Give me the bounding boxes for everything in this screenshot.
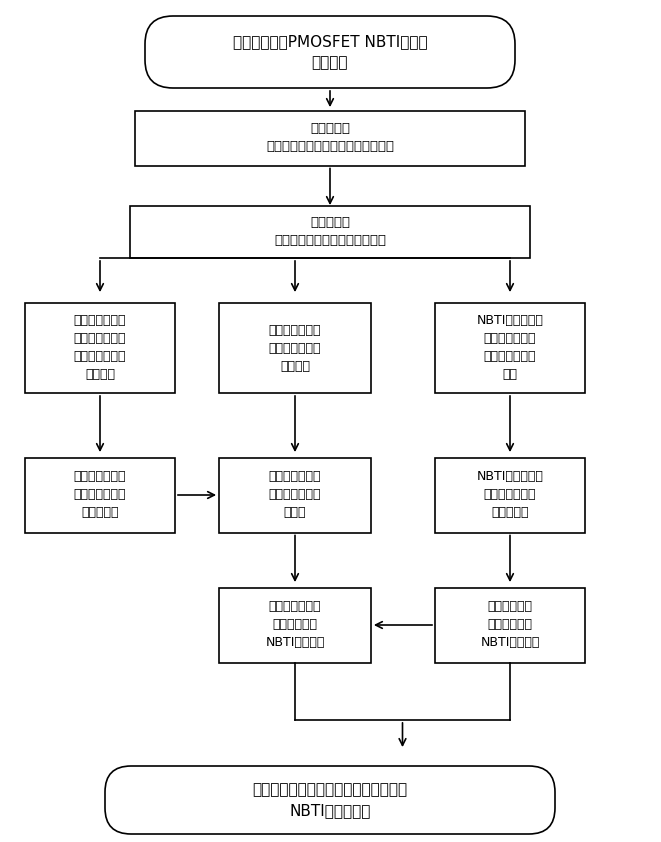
Text: 对比参数变化结果，确定总剂量辐照对
NBTI效应的影响: 对比参数变化结果，确定总剂量辐照对 NBTI效应的影响: [253, 782, 408, 818]
FancyBboxPatch shape: [105, 766, 555, 834]
Text: 总剂量辐照对PMOSFET NBTI影响的
试验方法: 总剂量辐照对PMOSFET NBTI影响的 试验方法: [233, 34, 427, 70]
FancyBboxPatch shape: [145, 16, 515, 88]
Text: 样品分组：
预辐照组、对比组、两个摸底组: 样品分组： 预辐照组、对比组、两个摸底组: [274, 216, 386, 248]
Text: 辐照摸底组退火
试验：确定退火
过程及条件: 辐照摸底组退火 试验：确定退火 过程及条件: [74, 471, 126, 520]
Text: 预辐照组：开展
确定条件下的
NBTI应力试验: 预辐照组：开展 确定条件下的 NBTI应力试验: [265, 600, 325, 649]
Text: NBTI摸底组应力
试验中：确定参
数测量方法: NBTI摸底组应力 试验中：确定参 数测量方法: [477, 471, 543, 520]
Text: 对比组：开展
确定条件下的
NBTI应力试验: 对比组：开展 确定条件下的 NBTI应力试验: [481, 600, 539, 649]
Text: NBTI摸底组应力
试验前：确定应
力大小、温度等
条件: NBTI摸底组应力 试验前：确定应 力大小、温度等 条件: [477, 315, 543, 381]
Bar: [130, 206, 530, 258]
Text: 预辐照组：开展
确定条件下的退
火试验: 预辐照组：开展 确定条件下的退 火试验: [269, 471, 321, 520]
Bar: [135, 110, 525, 166]
Bar: [25, 303, 175, 393]
Bar: [25, 457, 175, 532]
Bar: [435, 588, 585, 663]
Text: 辐照摸底组总剂
量辐照试验：确
定辐照总剂量等
试验条件: 辐照摸底组总剂 量辐照试验：确 定辐照总剂量等 试验条件: [74, 315, 126, 381]
Bar: [219, 303, 371, 393]
Bar: [219, 588, 371, 663]
Text: 预辐照组：开展
确定条件下的总
剂量辐照: 预辐照组：开展 确定条件下的总 剂量辐照: [269, 323, 321, 372]
Bar: [435, 457, 585, 532]
Text: 样品筛选：
初值测试，选择阈值电压近似的样品: 样品筛选： 初值测试，选择阈值电压近似的样品: [266, 122, 394, 153]
Bar: [219, 457, 371, 532]
Bar: [435, 303, 585, 393]
